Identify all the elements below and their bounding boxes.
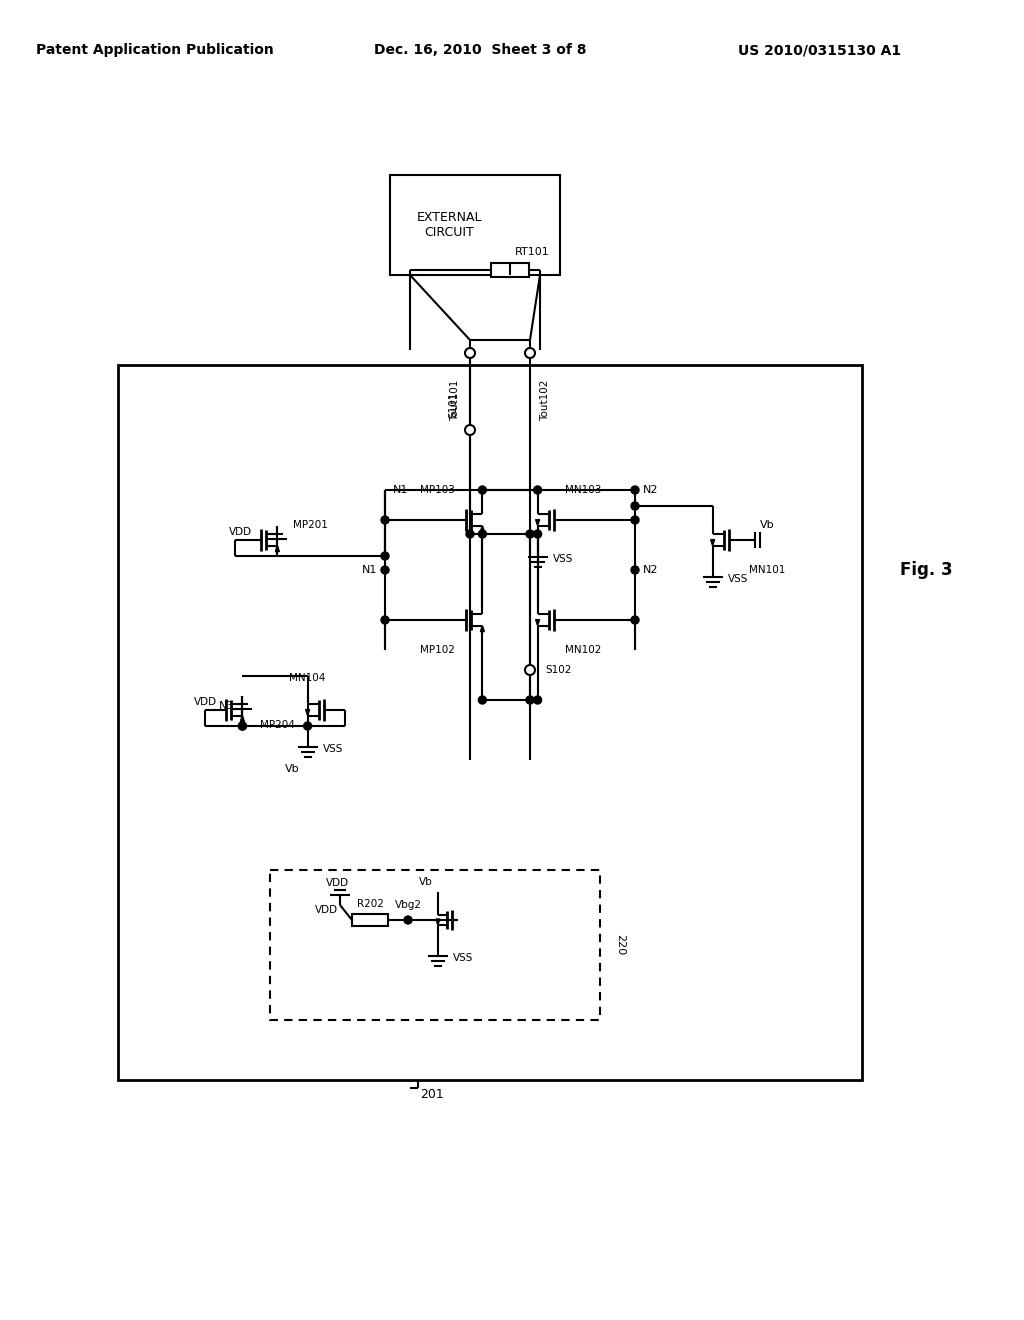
Text: MP102: MP102	[420, 645, 455, 655]
Circle shape	[534, 696, 542, 704]
Circle shape	[525, 665, 535, 675]
Circle shape	[526, 696, 534, 704]
Text: VSS: VSS	[323, 744, 343, 754]
Text: Tout102: Tout102	[540, 379, 550, 421]
Bar	[118, 366, 862, 1080]
Text: N2: N2	[643, 565, 658, 576]
Text: S102: S102	[545, 665, 571, 675]
Text: VSS: VSS	[453, 953, 473, 962]
Circle shape	[404, 916, 412, 924]
Text: 201: 201	[420, 1089, 443, 1101]
Text: Tout101: Tout101	[450, 379, 460, 421]
Text: Vb: Vb	[285, 764, 300, 774]
Text: MP103: MP103	[420, 484, 455, 495]
Text: S101: S101	[449, 392, 458, 418]
Text: R202: R202	[356, 899, 383, 909]
Text: MN104: MN104	[289, 673, 325, 682]
Circle shape	[239, 722, 247, 730]
Text: MP201: MP201	[293, 520, 328, 531]
Text: Vbg2: Vbg2	[394, 900, 422, 909]
Circle shape	[631, 502, 639, 510]
Circle shape	[381, 552, 389, 560]
Text: Vb: Vb	[419, 878, 433, 887]
Bar	[352, 913, 388, 927]
Text: RT101: RT101	[515, 247, 550, 257]
Text: Dec. 16, 2010  Sheet 3 of 8: Dec. 16, 2010 Sheet 3 of 8	[374, 44, 587, 57]
Text: N1: N1	[361, 565, 377, 576]
Circle shape	[381, 616, 389, 624]
Circle shape	[478, 531, 486, 539]
Bar	[390, 176, 560, 275]
Text: N1: N1	[393, 484, 409, 495]
Polygon shape	[275, 545, 280, 552]
Circle shape	[525, 348, 535, 358]
Circle shape	[526, 531, 534, 539]
Text: VDD: VDD	[229, 527, 252, 537]
Circle shape	[465, 348, 475, 358]
Polygon shape	[711, 540, 715, 545]
Text: VSS: VSS	[553, 554, 573, 564]
Bar	[270, 870, 600, 1020]
Text: EXTERNAL
CIRCUIT: EXTERNAL CIRCUIT	[417, 211, 482, 239]
Polygon shape	[241, 715, 245, 722]
Text: Fig. 3: Fig. 3	[900, 561, 952, 579]
Circle shape	[631, 486, 639, 494]
Text: MN101: MN101	[749, 565, 785, 576]
Text: 220: 220	[615, 935, 625, 956]
Circle shape	[239, 722, 247, 730]
Circle shape	[631, 566, 639, 574]
Polygon shape	[480, 525, 484, 532]
Text: Patent Application Publication: Patent Application Publication	[36, 44, 273, 57]
Circle shape	[478, 696, 486, 704]
Circle shape	[381, 516, 389, 524]
Circle shape	[381, 566, 389, 574]
Text: MP204: MP204	[260, 719, 295, 730]
Polygon shape	[536, 619, 540, 626]
Text: MN102: MN102	[565, 645, 601, 655]
Polygon shape	[480, 626, 484, 631]
Circle shape	[534, 486, 542, 494]
Circle shape	[534, 531, 542, 539]
Text: US 2010/0315130 A1: US 2010/0315130 A1	[738, 44, 901, 57]
Text: VDD: VDD	[315, 906, 338, 915]
Bar	[490, 263, 529, 277]
Text: N3: N3	[219, 701, 234, 711]
Text: VDD: VDD	[326, 878, 348, 888]
Text: VSS: VSS	[728, 574, 748, 583]
Polygon shape	[436, 919, 440, 925]
Circle shape	[465, 425, 475, 436]
Circle shape	[466, 531, 474, 539]
Circle shape	[303, 722, 311, 730]
Circle shape	[478, 486, 486, 494]
Text: MN103: MN103	[565, 484, 601, 495]
Text: VDD: VDD	[195, 697, 217, 708]
Polygon shape	[536, 520, 540, 525]
Circle shape	[631, 516, 639, 524]
Polygon shape	[305, 710, 309, 715]
Text: Vb: Vb	[760, 520, 774, 531]
Circle shape	[631, 616, 639, 624]
Text: N2: N2	[643, 484, 658, 495]
